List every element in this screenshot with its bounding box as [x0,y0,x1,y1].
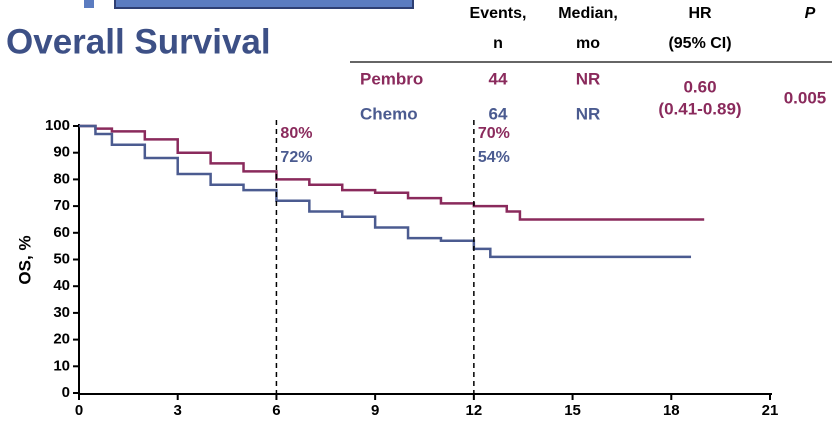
x-tick-label: 21 [762,402,779,419]
y-tick-label: 30 [53,304,70,321]
landmark-label: 80% [280,125,312,142]
landmark-label: 54% [478,149,510,166]
x-tick-label: 6 [272,402,280,419]
landmark-label: 72% [280,149,312,166]
y-tick-label: 0 [62,384,70,401]
table-header: Median, [558,5,618,22]
y-tick-label: 80 [53,170,70,187]
p-value: 0.005 [784,88,827,107]
x-tick-label: 3 [174,402,182,419]
row-median: NR [576,69,601,88]
y-tick-label: 40 [53,277,70,294]
x-tick-label: 0 [75,402,83,419]
row-name: Chemo [360,104,418,123]
survival-curve [79,124,705,221]
table-header: Events, [470,5,527,22]
hazard-ratio: 0.60 [683,77,716,96]
y-tick-label: 10 [53,357,70,374]
y-tick-label: 100 [45,117,70,134]
row-name: Pembro [360,69,423,88]
table-header: mo [576,35,600,52]
chart-title: Overall Survival [6,22,271,61]
table-header: P [805,5,816,22]
x-tick-label: 12 [466,402,483,419]
x-tick-label: 15 [564,402,581,419]
table-header: n [493,35,503,52]
table-header: (95% CI) [668,35,731,52]
y-axis-label: OS, % [15,235,34,284]
x-tick-label: 18 [663,402,680,419]
hazard-ratio: (0.41-0.89) [658,99,741,118]
y-tick-label: 70 [53,197,70,214]
header-bar [84,0,94,8]
row-events: 44 [489,69,508,88]
table-header: HR [688,5,712,22]
header-bar [114,0,414,9]
x-tick-label: 9 [371,402,379,419]
y-tick-label: 50 [53,250,70,267]
y-tick-label: 90 [53,144,70,161]
survival-curve [79,124,692,259]
landmark-label: 70% [478,125,510,142]
y-tick-label: 20 [53,331,70,348]
y-tick-label: 60 [53,224,70,241]
row-median: NR [576,104,601,123]
row-events: 64 [489,104,508,123]
